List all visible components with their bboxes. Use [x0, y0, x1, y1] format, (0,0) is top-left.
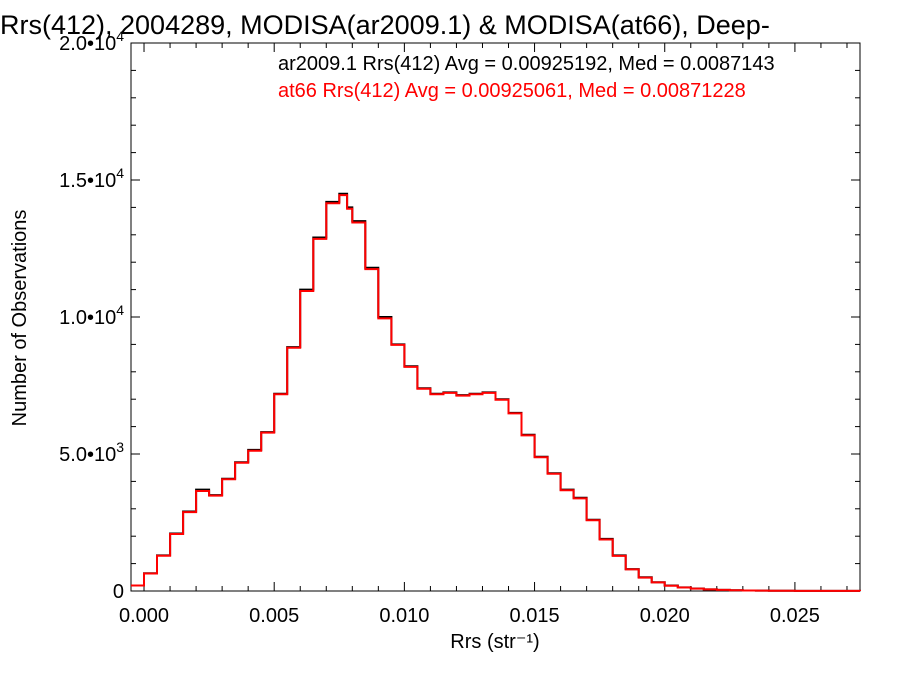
y-tick-label: 2.0•104: [59, 28, 124, 55]
chart-title: Rrs(412), 2004289, MODISA(ar2009.1) & MO…: [0, 10, 770, 40]
x-axis-label: Rrs (str⁻¹): [450, 631, 539, 653]
plot-frame: [130, 42, 861, 592]
x-tick-label: 0.025: [770, 605, 820, 627]
y-tick-label: 5.0•103: [59, 439, 124, 466]
annotation-ar2009: ar2009.1 Rrs(412) Avg = 0.00925192, Med …: [278, 53, 775, 75]
series-at66-line: [131, 194, 861, 592]
y-axis-tick-labels: 0 5.0•103 1.0•104 1.5•104 2.0•104: [59, 28, 124, 603]
y-tick-label: 1.0•104: [59, 302, 124, 329]
x-tick-label: 0.010: [379, 605, 429, 627]
y-axis-label: Number of Observations: [9, 210, 31, 427]
y-tick-label: 1.5•104: [59, 165, 124, 192]
x-axis-ticks: [143, 43, 848, 591]
annotation-at66: at66 Rrs(412) Avg = 0.00925061, Med = 0.…: [278, 80, 746, 102]
x-tick-label: 0.020: [640, 605, 690, 627]
x-tick-label: 0.005: [249, 605, 299, 627]
x-axis-tick-labels: 0.000 0.005 0.010 0.015 0.020 0.025: [119, 605, 820, 627]
y-tick-label: 0: [113, 581, 124, 603]
series-layer: [131, 192, 861, 592]
x-tick-label: 0.000: [119, 605, 169, 627]
x-tick-label: 0.015: [510, 605, 560, 627]
y-axis-ticks: [131, 42, 860, 592]
